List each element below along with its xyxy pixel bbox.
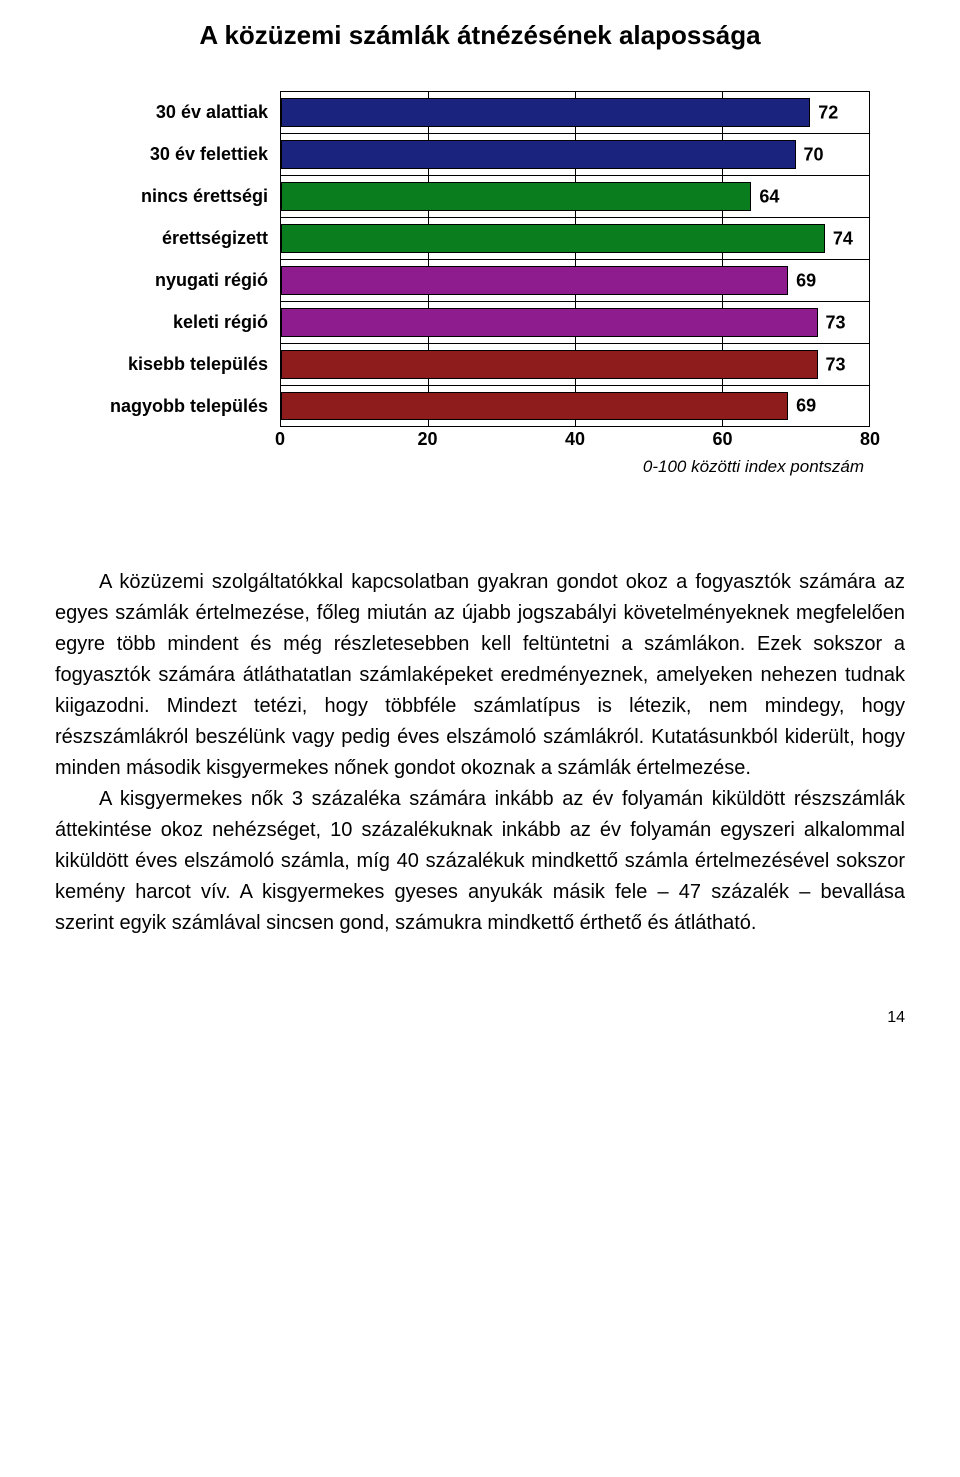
chart-bar-value: 70 xyxy=(804,144,824,165)
chart-category-label: kisebb település xyxy=(90,354,280,375)
chart-bar xyxy=(281,392,788,420)
chart-plot-area: 69 xyxy=(280,385,870,427)
chart-bar xyxy=(281,308,818,337)
chart-x-tick: 60 xyxy=(712,429,732,450)
chart-x-axis: 020406080 xyxy=(280,427,870,453)
chart-plot-area: 74 xyxy=(280,217,870,259)
chart-bar xyxy=(281,224,825,253)
chart-bar-value: 69 xyxy=(796,396,816,417)
chart-category-label: keleti régió xyxy=(90,312,280,333)
body-paragraph: A kisgyermekes nők 3 százaléka számára i… xyxy=(55,784,905,939)
chart-plot-area: 73 xyxy=(280,343,870,385)
chart-bar xyxy=(281,98,810,127)
chart-plot-area: 70 xyxy=(280,133,870,175)
chart-bar xyxy=(281,140,796,169)
chart-x-tick: 20 xyxy=(417,429,437,450)
page-title: A közüzemi számlák átnézésének alaposság… xyxy=(55,20,905,51)
chart-category-label: 30 év felettiek xyxy=(90,144,280,165)
body-text: A közüzemi szolgáltatókkal kapcsolatban … xyxy=(55,567,905,939)
chart-category-label: nagyobb település xyxy=(90,396,280,417)
chart-x-tick: 40 xyxy=(565,429,585,450)
chart-bar-value: 64 xyxy=(759,186,779,207)
chart-plot-area: 73 xyxy=(280,301,870,343)
chart-x-tick: 0 xyxy=(275,429,285,450)
page-number: 14 xyxy=(55,1009,905,1027)
chart-plot-area: 64 xyxy=(280,175,870,217)
chart-axis-caption: 0-100 közötti index pontszám xyxy=(280,453,870,477)
chart-category-label: érettségizett xyxy=(90,228,280,249)
chart-bar-value: 74 xyxy=(833,228,853,249)
chart-bar-value: 69 xyxy=(796,270,816,291)
chart-bar xyxy=(281,182,751,211)
chart-plot-area: 72 xyxy=(280,91,870,133)
chart-bar xyxy=(281,266,788,295)
chart-plot-area: 69 xyxy=(280,259,870,301)
chart-category-label: 30 év alattiak xyxy=(90,102,280,123)
chart-bar-value: 72 xyxy=(818,102,838,123)
chart-bar-value: 73 xyxy=(826,354,846,375)
chart-x-tick: 80 xyxy=(860,429,880,450)
chart-bar-value: 73 xyxy=(826,312,846,333)
bar-chart: 30 év alattiak 72 30 év felettiek 70 nincs é… xyxy=(90,91,870,477)
chart-category-label: nyugati régió xyxy=(90,270,280,291)
chart-category-label: nincs érettségi xyxy=(90,186,280,207)
body-paragraph: A közüzemi szolgáltatókkal kapcsolatban … xyxy=(55,567,905,784)
chart-bar xyxy=(281,350,818,379)
